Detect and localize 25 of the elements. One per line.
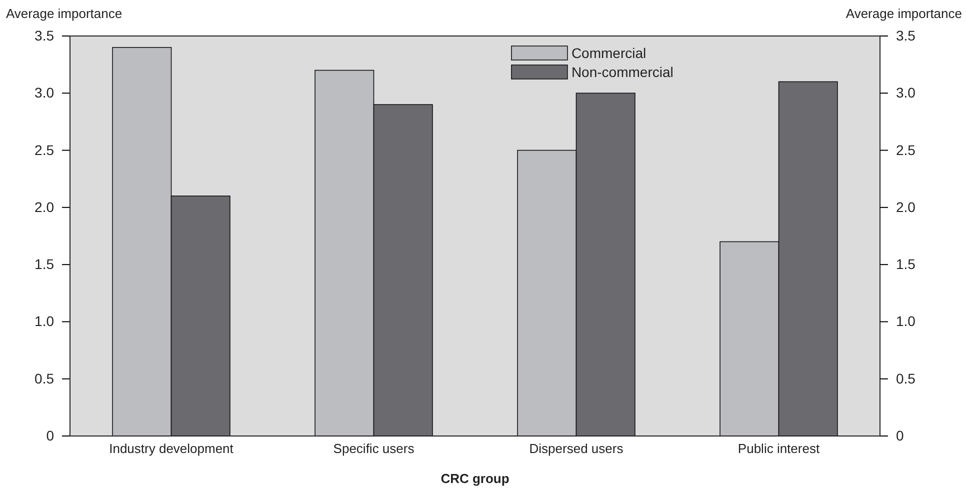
- y2-tick-label: 3.0: [896, 84, 916, 101]
- y2-tick-label: 1.5: [896, 256, 916, 272]
- y2-tick-label: 2.0: [896, 198, 916, 215]
- y-tick-label: 0: [46, 427, 54, 444]
- y2-tick-label: 1.0: [896, 313, 916, 330]
- y-tick-label: 2.5: [34, 142, 54, 158]
- y2-tick-label: 0.5: [896, 370, 916, 386]
- legend-label: Non-commercial: [571, 64, 674, 80]
- y-tick-label: 3.0: [34, 84, 54, 101]
- y-axis-title: Average importance: [6, 6, 122, 21]
- y-tick-label: 2.0: [34, 198, 54, 215]
- legend-label: Commercial: [571, 45, 646, 61]
- y2-tick-label: 0: [896, 427, 904, 444]
- x-tick-label: Industry development: [109, 441, 234, 456]
- x-axis-title: CRC group: [440, 471, 510, 486]
- y2-tick-label: 2.5: [896, 142, 916, 158]
- y-tick-label: 0.5: [34, 370, 54, 386]
- x-tick-label: Dispersed users: [529, 441, 624, 456]
- y2-axis-title: Average importance: [846, 6, 962, 21]
- y-tick-label: 3.5: [34, 27, 54, 44]
- y-tick-label: 1.5: [34, 256, 54, 272]
- y-tick-label: 1.0: [34, 313, 54, 330]
- x-tick-label: Specific users: [333, 441, 415, 456]
- y2-tick-label: 3.5: [896, 27, 916, 44]
- x-tick-label: Public interest: [738, 441, 820, 456]
